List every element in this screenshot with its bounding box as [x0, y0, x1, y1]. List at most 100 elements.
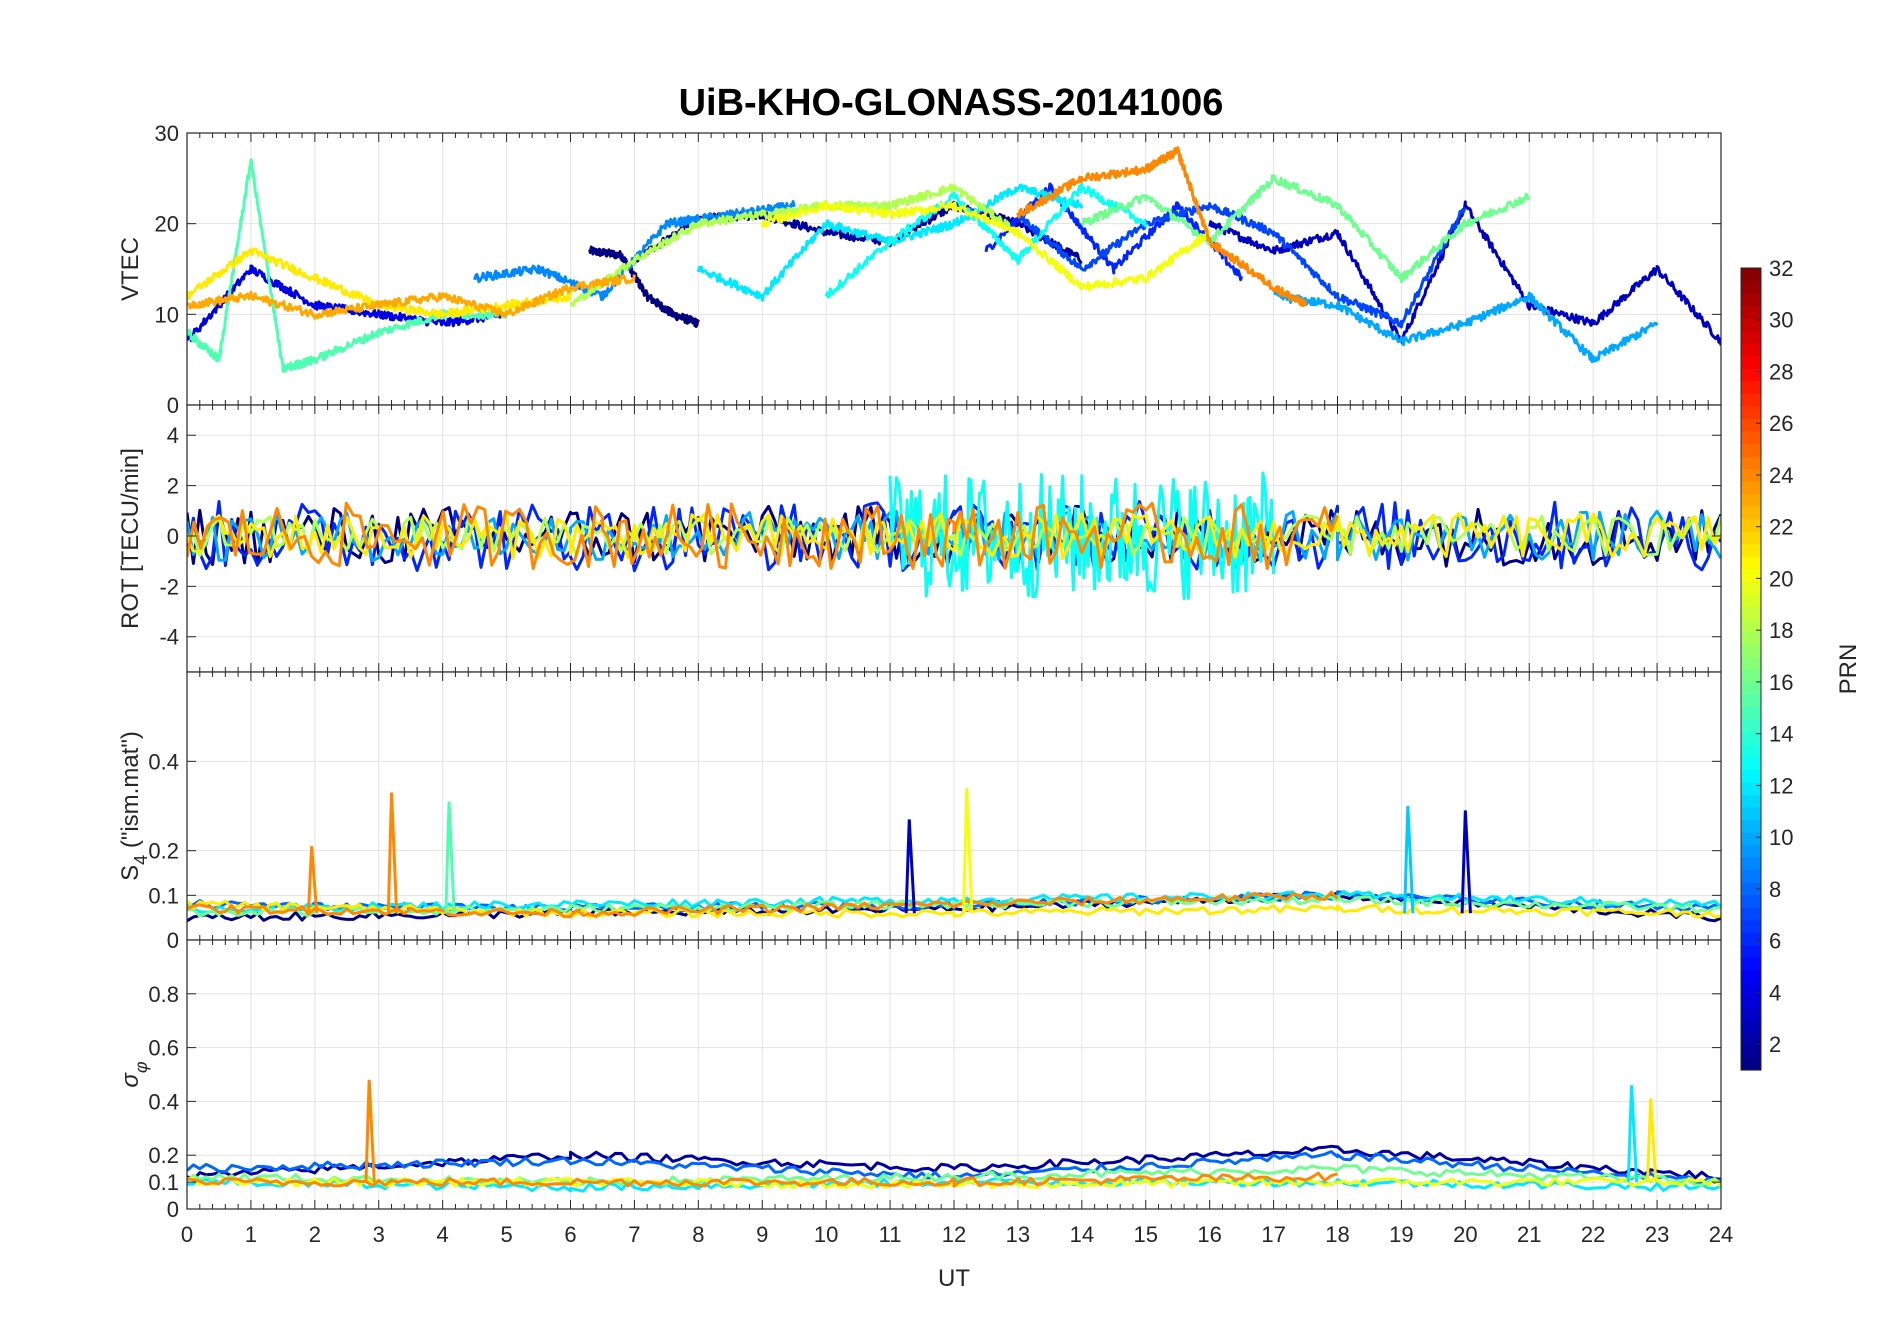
- colorbar-segment: [1741, 982, 1761, 996]
- colorbar-segment: [1741, 606, 1761, 620]
- colorbar-segment: [1741, 330, 1761, 344]
- x-tick-label: 9: [756, 1222, 768, 1247]
- y-tick-label: 0: [167, 928, 179, 953]
- colorbar-segment: [1741, 744, 1761, 758]
- prn-23-trace: [187, 274, 636, 320]
- colorbar-tick-label: 26: [1769, 411, 1793, 436]
- colorbar-tick-label: 22: [1769, 515, 1793, 540]
- prn-3-trace: [1208, 200, 1721, 346]
- colorbar-segment: [1741, 794, 1761, 808]
- colorbar-segment: [1741, 819, 1761, 833]
- data-traces: [187, 146, 1721, 373]
- colorbar-tick-label: 16: [1769, 670, 1793, 695]
- colorbar-segment: [1741, 869, 1761, 883]
- colorbar-segment: [1741, 468, 1761, 482]
- colorbar-segment: [1741, 681, 1761, 695]
- y-tick-label: 30: [155, 121, 179, 146]
- prn-16-trace: [1080, 174, 1531, 284]
- prn-20-trace: [760, 200, 1211, 292]
- colorbar-segment: [1741, 694, 1761, 708]
- panel-1: 0 10 20 30 VTEC: [117, 121, 1722, 418]
- colorbar-segment: [1741, 932, 1761, 946]
- colorbar-segment: [1741, 593, 1761, 607]
- y-axis-label: ROT [TECU/min]: [117, 448, 144, 629]
- y-axis-label-main: σ: [117, 1072, 144, 1088]
- colorbar-segment: [1741, 518, 1761, 532]
- colorbar-tick-label: 14: [1769, 722, 1793, 747]
- y-tick-label: 0.2: [148, 1143, 179, 1168]
- prn-10-trace: [1273, 291, 1659, 364]
- x-tick-label: 15: [1134, 1222, 1158, 1247]
- colorbar-segment: [1741, 719, 1761, 733]
- colorbar-segment: [1741, 455, 1761, 470]
- colorbar-segment: [1741, 531, 1761, 545]
- colorbar-segment: [1741, 481, 1761, 495]
- chart-title: UiB-KHO-GLONASS-20141006: [679, 82, 1224, 124]
- y-tick-label: -2: [159, 574, 179, 599]
- colorbar-segment: [1741, 882, 1761, 896]
- colorbar-segment: [1741, 343, 1761, 357]
- x-tick-label: 24: [1709, 1222, 1733, 1247]
- colorbar-segment: [1741, 643, 1761, 658]
- colorbar-segment: [1741, 393, 1761, 407]
- prn-3-spike: [904, 819, 916, 914]
- colorbar-segment: [1741, 568, 1761, 582]
- x-tick-label: 5: [500, 1222, 512, 1247]
- prn-20-spike: [962, 788, 974, 914]
- prn-13-trace: [824, 182, 1148, 299]
- y-tick-label: 20: [155, 212, 179, 237]
- x-tick-label: 0: [181, 1222, 193, 1247]
- x-tick-label: 3: [373, 1222, 385, 1247]
- x-tick-label: 4: [437, 1222, 449, 1247]
- prn-24-trace: [187, 890, 1339, 919]
- colorbar-tick-label: 20: [1769, 566, 1793, 591]
- colorbar-segment: [1741, 418, 1761, 432]
- y-axis-label: VTEC: [117, 237, 144, 301]
- colorbar-segment: [1741, 844, 1761, 858]
- colorbar-segment: [1741, 631, 1761, 645]
- x-tick-label: 8: [692, 1222, 704, 1247]
- y-tick-label: 0.4: [148, 749, 179, 774]
- colorbar-segment: [1741, 380, 1761, 394]
- prn-12-spike: [1626, 1085, 1639, 1183]
- x-tick-label: 10: [814, 1222, 838, 1247]
- x-tick-label: 6: [564, 1222, 576, 1247]
- colorbar-tick-label: 18: [1769, 618, 1793, 643]
- colorbar-frame: [1740, 267, 1762, 1071]
- colorbar-segment: [1741, 280, 1761, 294]
- colorbar-segment: [1741, 1057, 1761, 1071]
- prn-21-spike: [1646, 1098, 1658, 1183]
- y-tick-label: 0.1: [148, 1170, 179, 1195]
- colorbar-segment: [1741, 1032, 1761, 1046]
- x-tick-label: 16: [1197, 1222, 1221, 1247]
- colorbar-segment: [1741, 368, 1761, 382]
- prn-15-trace: [187, 158, 508, 373]
- colorbar-segment: [1741, 769, 1761, 783]
- colorbar-segment: [1741, 994, 1761, 1008]
- prn-7-trace: [1016, 202, 1467, 329]
- colorbar-tick-label: 10: [1769, 825, 1793, 850]
- y-axis-label-main: S: [117, 865, 144, 881]
- colorbar-segment: [1741, 430, 1761, 445]
- data-traces: [187, 471, 1721, 600]
- colorbar-segment: [1741, 806, 1761, 820]
- prn-15-spike: [444, 801, 456, 914]
- colorbar-segment: [1741, 907, 1761, 921]
- y-tick-label: 0.4: [148, 1089, 179, 1114]
- colorbar-tick-label: 8: [1769, 877, 1781, 902]
- data-traces: [187, 1079, 1721, 1193]
- x-tick-label: 1: [245, 1222, 257, 1247]
- x-tick-label: 2: [309, 1222, 321, 1247]
- x-tick-label: 20: [1453, 1222, 1477, 1247]
- colorbar-segment: [1741, 305, 1761, 319]
- colorbar-segment: [1741, 944, 1761, 958]
- colorbar-segment: [1741, 405, 1761, 419]
- y-tick-label: 0.6: [148, 1036, 179, 1061]
- x-tick-label: 13: [1006, 1222, 1030, 1247]
- prn-24-trace: [1016, 146, 1307, 308]
- panel-2: -4 -2 0 2 4 ROT [TECU/min]: [117, 404, 1722, 673]
- colorbar-segment: [1741, 268, 1761, 282]
- colorbar-tick-label: 4: [1769, 980, 1781, 1005]
